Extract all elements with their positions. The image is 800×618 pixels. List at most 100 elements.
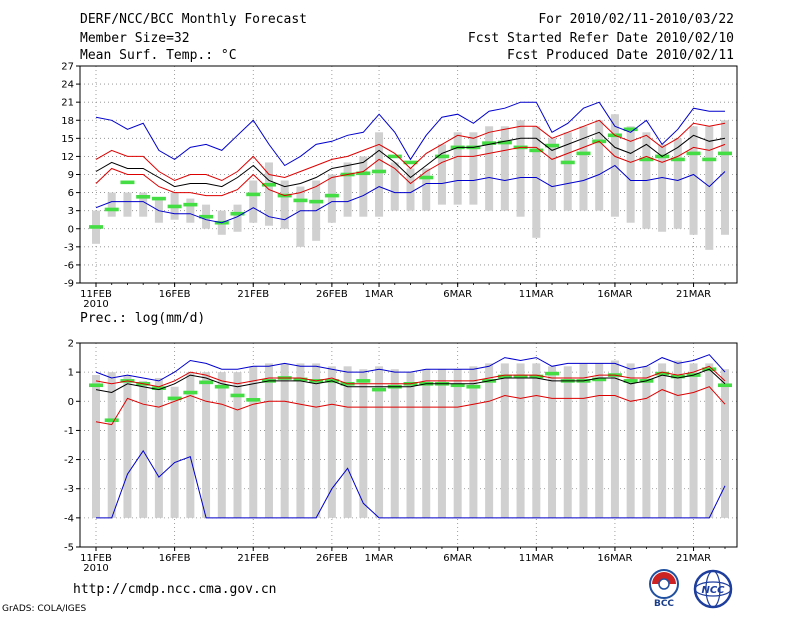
prec-xtick-label: 21MAR: [676, 553, 711, 564]
prec-series-upper-spread: [95, 365, 726, 388]
temp-spread-box: [280, 180, 289, 229]
prec-spread-box: [233, 372, 242, 518]
temp-spread-box: [296, 186, 305, 247]
prec-plot-frame: [79, 342, 738, 548]
prec-observed-mark: [513, 374, 528, 379]
temp-observed-mark: [545, 143, 560, 148]
temp-spread-box: [485, 126, 494, 211]
temp-observed-mark: [309, 199, 324, 204]
prec-xtick-sublabel: 2010: [83, 563, 108, 574]
temp-xtick-label: 21MAR: [676, 289, 711, 300]
prec-spread-box: [453, 369, 462, 518]
prec-ytick-label: 2: [68, 339, 74, 350]
temp-xtick-label: 11FEB: [80, 289, 112, 300]
prec-xtick-label: 16MAR: [597, 553, 632, 564]
prec-spread-box: [186, 372, 195, 518]
temp-spread-box: [186, 198, 195, 223]
prec-spread-box: [390, 369, 399, 518]
temp-spread-box: [139, 192, 148, 217]
temp-observed-mark: [104, 207, 119, 212]
prec-observed-mark: [246, 398, 261, 402]
prec-spread-box: [658, 363, 667, 518]
prec-xtick-label: 11MAR: [519, 553, 554, 564]
temp-observed-mark: [686, 151, 701, 156]
prec-spread-box: [217, 372, 226, 518]
prec-spread-box: [280, 363, 289, 518]
prec-spread-box: [249, 366, 258, 518]
prec-series-lower-spread: [95, 386, 726, 426]
prec-observed-mark: [151, 386, 166, 390]
temp-spread-box: [548, 138, 557, 211]
temp-ytick-label: -3: [64, 242, 74, 253]
prec-spread-box: [642, 366, 651, 518]
prec-spread-box: [170, 386, 179, 518]
temp-observed-mark: [261, 182, 276, 187]
prec-series-ensemble-max: [95, 354, 726, 382]
prec-spread-box: [705, 363, 714, 518]
prec-spread-box: [516, 363, 525, 518]
temp-ytick-label: -9: [64, 279, 74, 290]
member-size: Member Size=32: [80, 31, 190, 46]
temp-observed-mark: [639, 157, 654, 162]
prec-observed-mark: [167, 396, 182, 401]
temp-series-upper-spread: [95, 119, 726, 182]
prec-spread-box: [437, 369, 446, 518]
prec-observed-mark: [592, 377, 607, 382]
temp-spread-box: [264, 162, 273, 226]
prec-spread-box: [673, 360, 682, 518]
prec-spread-box: [202, 372, 211, 518]
temp-spread-box: [359, 156, 368, 217]
prec-observed-mark: [450, 383, 465, 388]
prec-observed-mark: [466, 384, 481, 389]
forecast-period: For 2010/02/11-2010/03/22: [538, 12, 734, 27]
prec-spread-box: [107, 372, 116, 518]
temp-xtick-label: 11MAR: [519, 289, 554, 300]
prec-spread-box: [154, 377, 163, 518]
source-url[interactable]: http://cmdp.ncc.cma.gov.cn: [73, 582, 277, 597]
bcc-logo-text: BCC: [654, 599, 674, 608]
prec-spread-box: [610, 360, 619, 518]
temp-observed-mark: [623, 127, 638, 132]
temp-spread-box: [327, 174, 336, 223]
prec-ytick-label: -3: [64, 484, 74, 495]
temp-observed-mark: [136, 195, 151, 199]
temp-xtick-sublabel: 2010: [83, 299, 108, 310]
temp-observed-mark: [199, 214, 214, 219]
temp-spread-box: [390, 162, 399, 211]
temp-spread-box: [500, 126, 509, 211]
prec-observed-mark: [655, 371, 670, 376]
temp-ytick-label: 18: [61, 116, 74, 127]
temp-observed-mark: [529, 148, 544, 153]
temp-ytick-label: 0: [68, 224, 74, 235]
prec-observed-mark: [623, 379, 638, 383]
prec-spread-box: [626, 363, 635, 518]
temp-spread-box: [705, 126, 714, 250]
temp-spread-box: [673, 138, 682, 229]
prec-xtick-label: 11FEB: [80, 553, 112, 564]
prec-panel-title: Prec.: log(mm/d): [80, 311, 205, 326]
prec-series-ensemble-mean: [95, 368, 726, 394]
temp-xtick-label: 26FEB: [316, 289, 348, 300]
prec-spread-box: [92, 375, 100, 518]
temp-ytick-label: 9: [68, 170, 74, 181]
temp-ytick-label: 12: [61, 152, 74, 163]
prec-spread-box: [422, 369, 431, 518]
temp-xtick-label: 6MAR: [443, 289, 472, 300]
prec-spread-box: [327, 366, 336, 518]
prec-xtick-label: 26FEB: [316, 553, 348, 564]
temp-observed-mark: [482, 141, 497, 145]
temp-ytick-label: 6: [68, 188, 74, 199]
prec-spread-box: [500, 363, 509, 518]
prec-observed-mark: [183, 390, 198, 395]
temp-observed-mark: [387, 154, 402, 159]
temp-spread-box: [343, 162, 352, 217]
temp-observed-mark: [183, 202, 198, 207]
prec-spread-box: [406, 372, 415, 518]
temp-observed-mark: [419, 175, 434, 180]
temp-spread-box: [453, 132, 462, 205]
temp-series-ensemble-mean: [95, 131, 726, 188]
chart-title: DERF/NCC/BCC Monthly Forecast: [80, 12, 307, 27]
temp-observed-mark: [670, 157, 685, 162]
temp-spread-box: [595, 120, 604, 211]
prec-xtick-label: 6MAR: [443, 553, 472, 564]
